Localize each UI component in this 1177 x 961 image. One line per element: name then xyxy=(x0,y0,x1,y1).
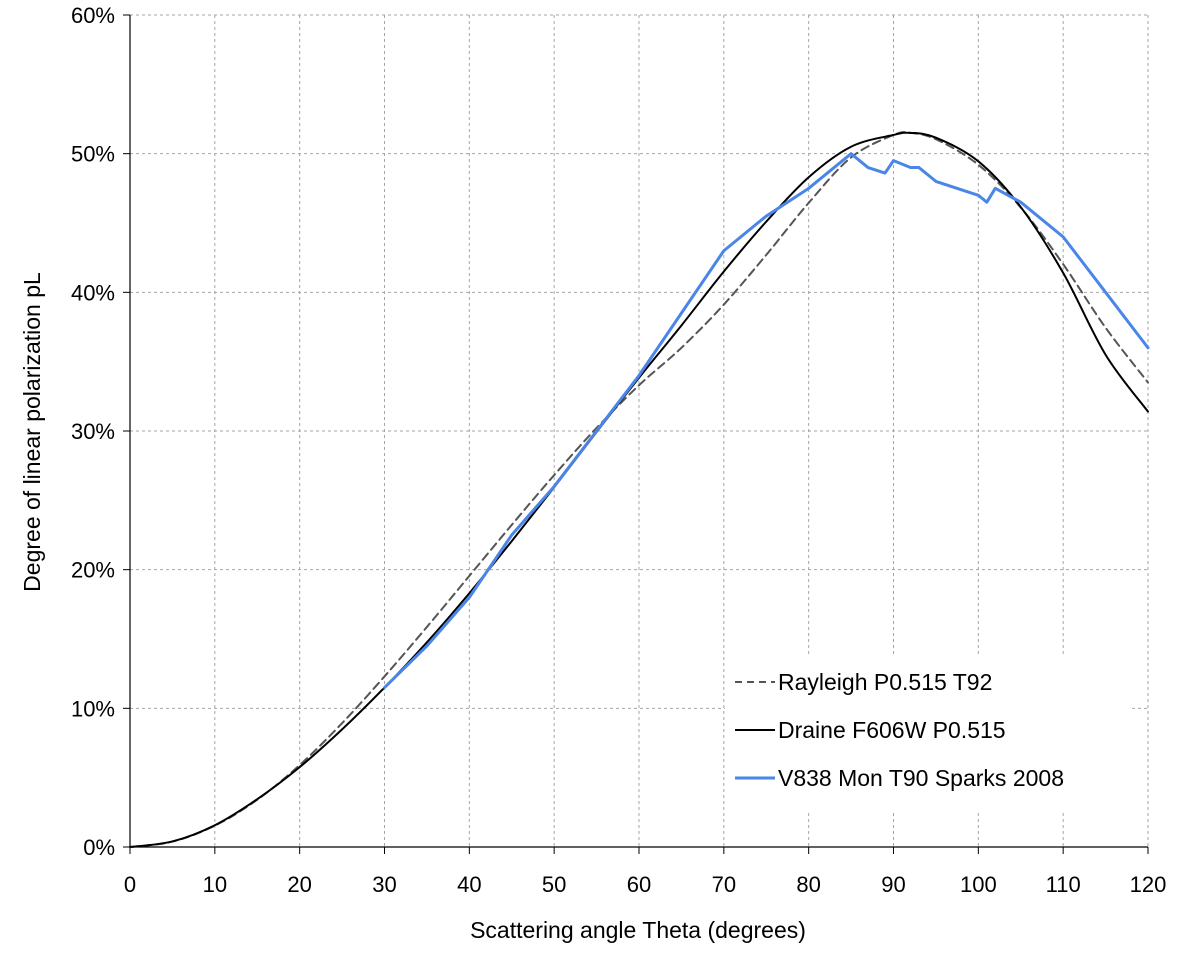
legend-label: Rayleigh P0.515 T92 xyxy=(778,669,992,695)
x-tick-label: 0 xyxy=(124,872,136,897)
x-tick-label: 10 xyxy=(203,872,227,897)
y-tick-label: 30% xyxy=(71,419,115,444)
series-lines xyxy=(129,131,1150,848)
y-tick-label: 0% xyxy=(83,835,115,860)
x-tick-label: 20 xyxy=(287,872,311,897)
x-tick-label: 110 xyxy=(1046,872,1081,897)
x-tick-label: 30 xyxy=(372,872,396,897)
y-tick-label: 40% xyxy=(71,280,115,305)
y-tick-label: 10% xyxy=(71,696,115,721)
x-tick-label: 60 xyxy=(627,872,651,897)
rayleigh-series-line xyxy=(129,131,1149,848)
legend-entry-v838: V838 Mon T90 Sparks 2008 xyxy=(735,765,1064,791)
legend-background xyxy=(725,655,1129,810)
y-axis-title: Degree of linear polarization pL xyxy=(19,272,45,592)
legend-label: Draine F606W P0.515 xyxy=(778,717,1006,743)
v838-series-line xyxy=(383,152,1150,690)
legend-entry-draine: Draine F606W P0.515 xyxy=(735,717,1006,743)
x-axis-title: Scattering angle Theta (degrees) xyxy=(470,917,806,943)
x-tick-label: 70 xyxy=(712,872,736,897)
y-tick-label: 60% xyxy=(71,3,115,28)
tick-labels: 0 10 20 30 40 50 60 70 80 90 100 110 120 0% 10% 20% 30% 4… xyxy=(71,3,1166,897)
y-tick-label: 20% xyxy=(71,558,115,583)
legend: Rayleigh P0.515 T92 Draine F606W P0.515 V8… xyxy=(725,655,1129,810)
x-tick-label: 100 xyxy=(960,872,997,897)
x-tick-label: 80 xyxy=(796,872,820,897)
y-tick-label: 50% xyxy=(71,142,115,167)
legend-label: V838 Mon T90 Sparks 2008 xyxy=(778,765,1064,791)
legend-entry-rayleigh: Rayleigh P0.515 T92 xyxy=(735,669,992,695)
x-tick-label: 120 xyxy=(1130,872,1167,897)
axes xyxy=(123,14,1149,854)
x-tick-label: 40 xyxy=(457,872,481,897)
draine-series-line xyxy=(129,131,1149,848)
x-tick-label: 90 xyxy=(881,872,905,897)
x-tick-label: 50 xyxy=(542,872,566,897)
